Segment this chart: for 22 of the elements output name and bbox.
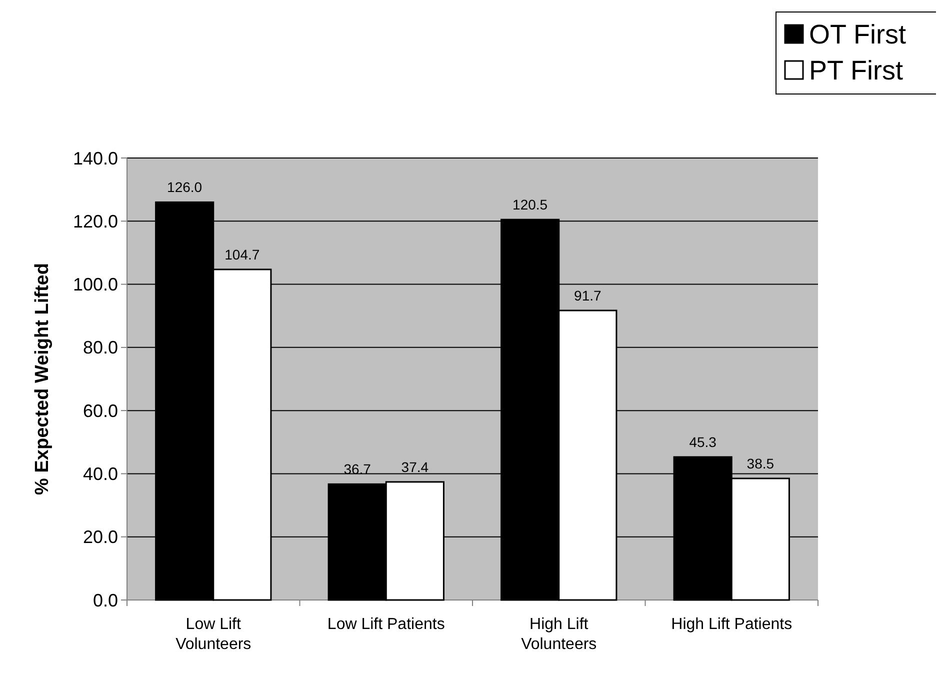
y-tick-label: 80.0 <box>82 338 118 358</box>
x-tick-label: High Lift Patients <box>671 616 792 633</box>
legend-label: OT First <box>809 19 906 50</box>
x-tick-label: High Lift Volunteers <box>521 616 597 653</box>
data-label: 38.5 <box>746 455 774 472</box>
x-tick-label: Low Lift Patients <box>327 616 445 633</box>
y-tick-label: 40.0 <box>82 464 118 484</box>
y-tick-label: 140.0 <box>72 148 118 168</box>
y-tick-label: 20.0 <box>82 527 118 548</box>
y-tick-label: 0.0 <box>92 590 118 610</box>
data-label: 45.3 <box>689 434 717 450</box>
y-tick-label: 60.0 <box>82 400 118 421</box>
y-tick-label: 100.0 <box>72 274 118 295</box>
y-axis-title: % Expected Weight Lifted <box>32 263 53 495</box>
data-label: 91.7 <box>574 287 602 304</box>
x-tick-label: Low Lift Volunteers <box>176 616 252 653</box>
legend-label: PT First <box>809 55 904 86</box>
data-label: 120.5 <box>512 196 548 213</box>
data-label: 126.0 <box>167 179 202 196</box>
data-label: 104.7 <box>224 246 260 262</box>
data-label: 37.4 <box>401 458 429 475</box>
y-tick-label: 120.0 <box>72 211 118 232</box>
